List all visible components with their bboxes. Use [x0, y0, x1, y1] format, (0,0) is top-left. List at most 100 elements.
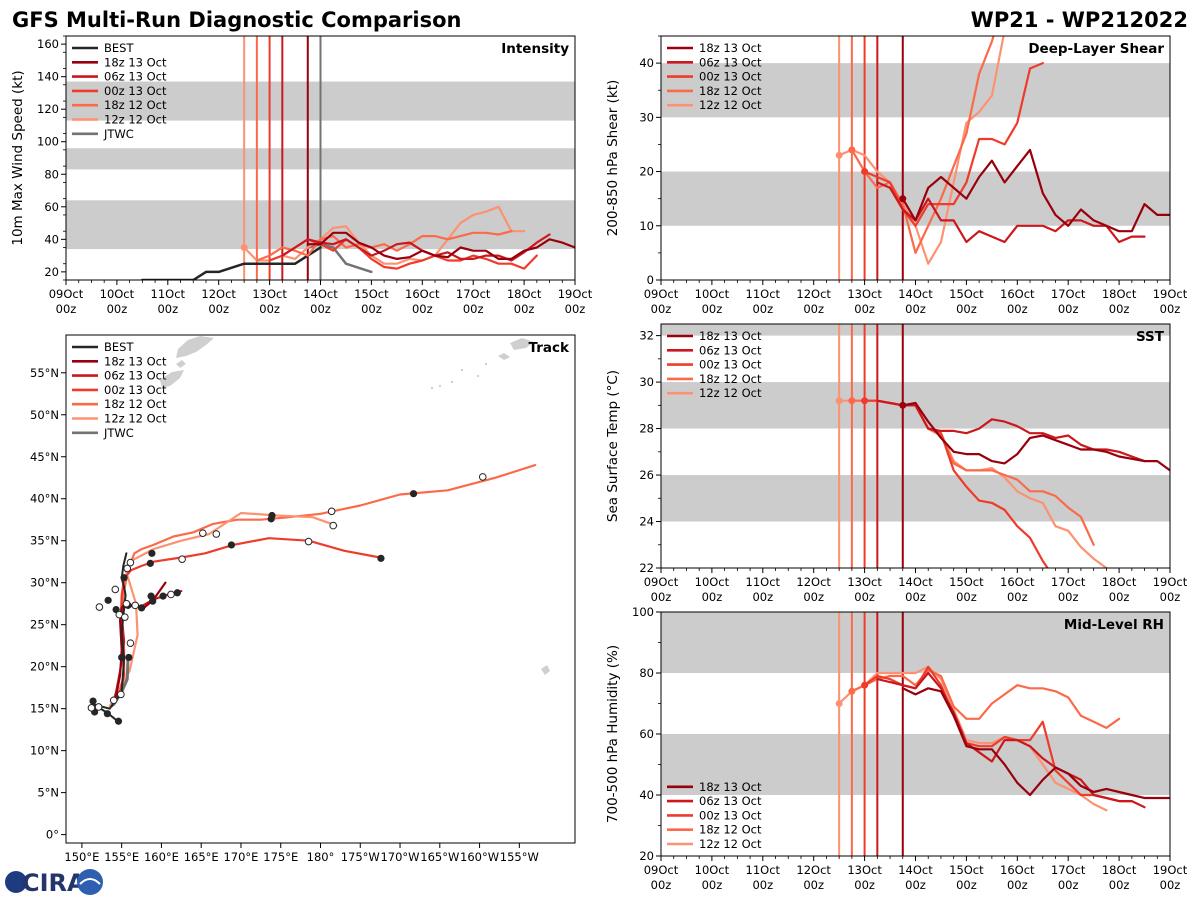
- shear-xtick-hour: 00z: [651, 302, 672, 316]
- rh-xtick-label: 09Oct: [644, 863, 679, 877]
- sst-band: [661, 324, 1170, 336]
- track-point-12z: [117, 690, 125, 699]
- rh-xtick-hour: 00z: [854, 878, 875, 892]
- sst-panel-title: SST: [1136, 329, 1165, 345]
- track-point-00z: [103, 710, 111, 718]
- shear-xtick-hour: 00z: [702, 302, 723, 316]
- sst-xtick-hour: 00z: [905, 590, 926, 604]
- sst-legend-label: 12z 12 Oct: [699, 386, 762, 400]
- track-point-12z: [94, 703, 103, 711]
- track-point-12z: [111, 585, 120, 594]
- track-ytick-label: 55°N: [30, 366, 59, 380]
- shear-xtick-hour: 00z: [1160, 302, 1181, 316]
- island: [438, 384, 442, 388]
- shear-xtick-hour: 00z: [803, 302, 824, 316]
- shear-ylabel: 200-850 hPa Shear (kt): [605, 80, 621, 237]
- intensity-xtick-hour: 00z: [463, 302, 484, 316]
- sst-xtick-hour: 00z: [1058, 590, 1079, 604]
- sst-ylabel: Sea Surface Temp (°C): [605, 370, 621, 522]
- rh-xtick-hour: 00z: [1109, 878, 1130, 892]
- rh-xtick-label: 10Oct: [695, 863, 730, 877]
- island: [450, 380, 454, 384]
- sst-xtick-label: 19Oct: [1153, 575, 1188, 589]
- island: [484, 362, 488, 366]
- shear-xtick-hour: 00z: [1109, 302, 1130, 316]
- intensity-plot-area: [66, 36, 575, 280]
- track-xtick-label: 160°W: [460, 850, 499, 864]
- shear-ytick-label: 0: [647, 273, 654, 287]
- rh-xtick-label: 19Oct: [1153, 863, 1188, 877]
- sst-legend-label: 06z 13 Oct: [699, 343, 762, 357]
- shear-legend-label: 18z 12 Oct: [699, 84, 762, 98]
- land-mass: [160, 370, 184, 388]
- intensity-series-start-point: [240, 243, 248, 251]
- track-xtick-label: 150°E: [64, 850, 99, 864]
- shear-xtick-hour: 00z: [1007, 302, 1028, 316]
- intensity-ytick-label: 80: [44, 167, 59, 181]
- rh-legend-label: 00z 13 Oct: [699, 808, 762, 822]
- rh-panel: 2040608010009Oct00z10Oct00z11Oct00z12Oct…: [605, 605, 1188, 892]
- rh-legend-label: 18z 13 Oct: [699, 780, 762, 794]
- track-point-12z: [304, 537, 313, 546]
- sst-xtick-label: 09Oct: [644, 575, 679, 589]
- sst-ytick-label: 26: [639, 468, 654, 482]
- sst-xtick-hour: 00z: [803, 590, 824, 604]
- intensity-series-12z-12-oct: [243, 205, 526, 265]
- sst-xtick-hour: 00z: [1160, 590, 1181, 604]
- intensity-xtick-label: 19Oct: [558, 287, 593, 301]
- intensity-xtick-hour: 00z: [361, 302, 382, 316]
- track-point-00z: [159, 592, 167, 600]
- shear-xtick-label: 19Oct: [1153, 287, 1188, 301]
- shear-series-12z-12-oct: [837, 36, 1005, 265]
- shear-series-06z-13-oct: [876, 181, 1146, 244]
- intensity-series-best: [141, 246, 322, 280]
- intensity-ytick-label: 140: [37, 70, 59, 84]
- rh-ytick-label: 20: [639, 849, 654, 863]
- intensity-xtick-hour: 00z: [157, 302, 178, 316]
- rh-xtick-label: 13Oct: [847, 863, 882, 877]
- intensity-ytick-label: 160: [37, 37, 59, 51]
- sst-plot-area: [661, 324, 1170, 568]
- sst-legend-label: 18z 12 Oct: [699, 372, 762, 386]
- rh-legend-label: 12z 12 Oct: [699, 837, 762, 851]
- rh-series-start-point: [848, 687, 856, 695]
- sst-band: [661, 475, 1170, 522]
- intensity-xtick-label: 12Oct: [201, 287, 236, 301]
- track-point-12z: [109, 696, 118, 705]
- track-ytick-label: 10°N: [30, 744, 59, 758]
- rh-ytick-label: 40: [639, 788, 654, 802]
- track-ytick-label: 40°N: [30, 492, 59, 506]
- intensity-ytick-label: 120: [37, 102, 59, 116]
- land-mass: [176, 360, 186, 368]
- shear-xtick-label: 15Oct: [949, 287, 984, 301]
- intensity-xtick-hour: 00z: [310, 302, 331, 316]
- rh-ylabel: 700-500 hPa Humidity (%): [605, 645, 621, 823]
- intensity-series-18z-13-oct: [306, 231, 575, 260]
- rh-legend-label: 18z 12 Oct: [699, 823, 762, 837]
- rh-ytick-label: 100: [632, 605, 654, 619]
- rh-xtick-label: 18Oct: [1102, 863, 1137, 877]
- intensity-legend-label: BEST: [104, 41, 134, 55]
- track-point-00z: [173, 589, 181, 597]
- track-point-00z: [409, 490, 418, 498]
- track-ytick-label: 20°N: [30, 660, 59, 674]
- shear-band: [661, 63, 1170, 118]
- shear-xtick-hour: 00z: [1058, 302, 1079, 316]
- track-xtick-label: 155°W: [500, 850, 539, 864]
- shear-ytick-label: 40: [639, 56, 654, 70]
- track-plot-area: [87, 336, 550, 725]
- sst-xtick-hour: 00z: [854, 590, 875, 604]
- shear-series-start-point: [835, 151, 843, 159]
- track-point-12z: [131, 601, 139, 610]
- track-legend-label: 18z 12 Oct: [104, 397, 167, 411]
- rh-series-start-point: [835, 700, 843, 707]
- sst-xtick-label: 12Oct: [796, 575, 831, 589]
- island: [430, 386, 434, 390]
- track-point-00z: [118, 653, 126, 662]
- rh-plot-area: [661, 612, 1170, 856]
- track-point-12z: [126, 558, 135, 567]
- track-point-12z: [329, 521, 338, 530]
- rh-ytick-label: 80: [639, 666, 654, 680]
- rh-xtick-hour: 00z: [651, 878, 672, 892]
- rh-xtick-label: 17Oct: [1051, 863, 1086, 877]
